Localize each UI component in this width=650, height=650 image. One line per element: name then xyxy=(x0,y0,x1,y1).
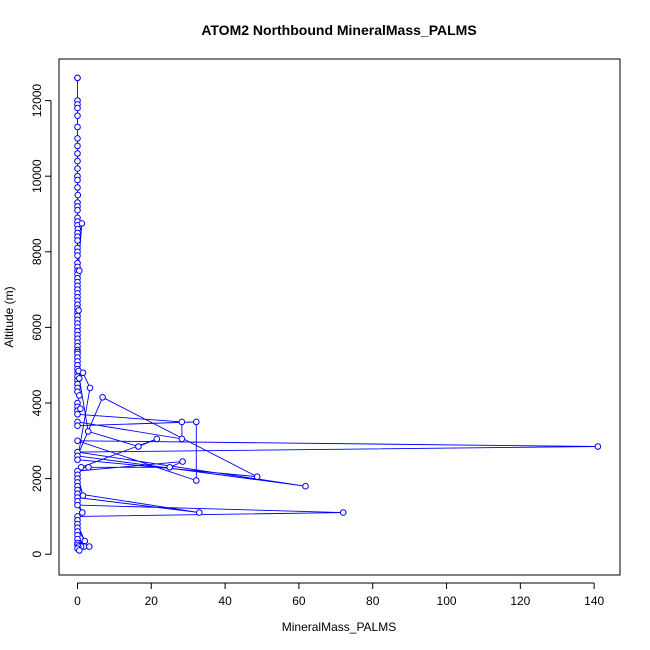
chart-title: ATOM2 Northbound MineralMass_PALMS xyxy=(201,22,476,38)
x-axis: 0 20 40 60 80 100 120 140 xyxy=(74,582,604,608)
data-point xyxy=(74,206,81,214)
data-point xyxy=(78,220,86,227)
data-point xyxy=(74,104,81,112)
x-tick-label: 140 xyxy=(584,594,604,608)
x-tick-label: 40 xyxy=(218,594,232,608)
series-layer xyxy=(74,74,602,554)
x-axis-label: MineralMass_PALMS xyxy=(282,620,396,634)
data-point xyxy=(74,411,81,418)
data-point xyxy=(74,456,81,464)
plot-frame xyxy=(58,58,621,576)
series-line xyxy=(76,77,598,551)
data-point xyxy=(79,509,86,516)
y-axis-label: Altitude (m) xyxy=(2,286,16,347)
data-point xyxy=(79,369,87,377)
data-point xyxy=(76,392,83,399)
x-tick-label: 20 xyxy=(145,594,159,608)
data-point xyxy=(135,443,142,450)
x-tick-label: 0 xyxy=(74,594,81,608)
x-tick-label: 100 xyxy=(437,594,457,608)
data-point xyxy=(339,509,347,516)
data-point xyxy=(166,464,173,471)
x-tick-label: 80 xyxy=(366,594,380,608)
data-point xyxy=(74,422,81,430)
data-point xyxy=(76,375,83,382)
data-point xyxy=(74,157,81,165)
data-point xyxy=(74,437,81,445)
data-point xyxy=(74,74,81,82)
data-point xyxy=(86,384,94,392)
data-point xyxy=(74,150,81,157)
y-tick-label: 12000 xyxy=(30,84,44,118)
data-point xyxy=(84,428,92,435)
data-point xyxy=(74,112,81,119)
data-point xyxy=(86,543,93,550)
data-point xyxy=(75,307,82,314)
data-point xyxy=(193,477,200,484)
data-point xyxy=(79,492,87,499)
y-tick-label: 8000 xyxy=(30,238,44,265)
y-tick-label: 2000 xyxy=(30,465,44,492)
data-point xyxy=(179,458,186,465)
data-point xyxy=(74,501,81,509)
data-point xyxy=(74,191,82,199)
data-point xyxy=(196,509,203,516)
data-point xyxy=(74,123,81,131)
data-point xyxy=(81,537,89,545)
data-point xyxy=(99,394,106,401)
y-axis: 0 2000 4000 6000 8000 10000 12000 xyxy=(30,84,52,558)
x-tick-label: 60 xyxy=(292,594,306,608)
data-point xyxy=(74,184,81,191)
data-point xyxy=(74,237,81,244)
y-tick-label: 6000 xyxy=(30,314,44,341)
data-point xyxy=(74,252,81,259)
y-tick-label: 0 xyxy=(30,551,44,558)
data-point xyxy=(85,464,92,471)
data-point xyxy=(594,443,602,450)
data-point xyxy=(76,547,83,554)
data-point xyxy=(74,176,81,184)
data-point xyxy=(76,267,83,275)
data-point xyxy=(178,418,186,426)
y-tick-label: 10000 xyxy=(30,159,44,193)
data-point xyxy=(77,405,84,413)
data-point xyxy=(153,435,161,443)
data-point xyxy=(74,165,81,172)
data-point xyxy=(74,135,81,142)
x-tick-label: 120 xyxy=(510,594,530,608)
data-point xyxy=(302,482,309,490)
data-point xyxy=(74,142,81,150)
data-point xyxy=(193,418,200,426)
data-point xyxy=(253,473,261,481)
data-point xyxy=(178,435,186,443)
y-tick-label: 4000 xyxy=(30,389,44,416)
